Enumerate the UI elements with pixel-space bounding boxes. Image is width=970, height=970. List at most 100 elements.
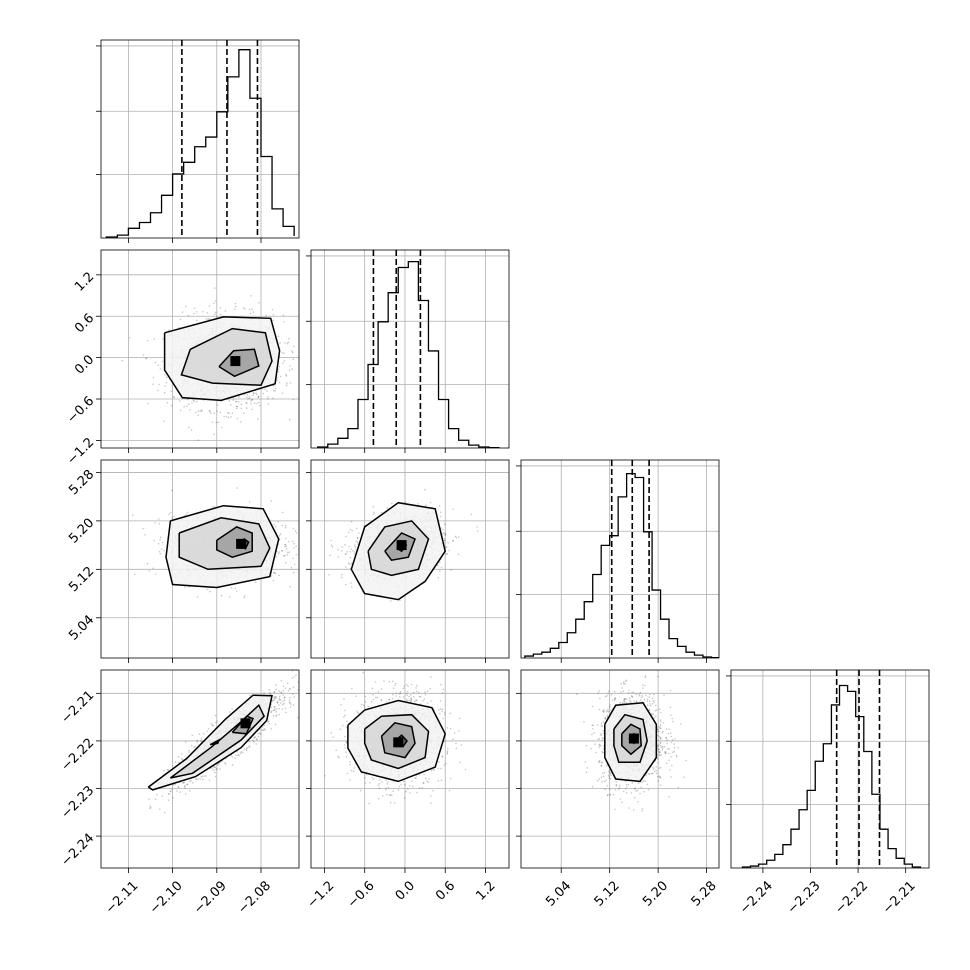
sample-point: [243, 748, 246, 750]
sample-point: [243, 595, 246, 597]
sample-point: [291, 540, 294, 543]
sample-point: [174, 761, 177, 764]
sample-point: [293, 563, 296, 566]
sample-point: [297, 716, 299, 719]
sample-point: [187, 314, 190, 317]
sample-point: [224, 310, 227, 312]
sample-point: [236, 590, 238, 592]
sample-point: [172, 784, 175, 786]
sample-point: [181, 311, 184, 313]
sample-point: [258, 401, 260, 404]
sample-point: [276, 379, 278, 382]
sample-point: [293, 676, 296, 678]
sample-point: [198, 733, 201, 735]
sample-point: [341, 573, 343, 576]
sample-point: [159, 368, 162, 370]
sample-point: [295, 554, 298, 556]
sample-point: [278, 704, 280, 706]
sample-point: [228, 416, 230, 419]
sample-point: [132, 514, 134, 517]
sample-point: [283, 696, 286, 699]
sample-point: [208, 409, 211, 412]
sample-point: [285, 547, 288, 550]
sample-point: [195, 319, 198, 322]
y-tick-label: −2.22: [59, 736, 98, 775]
sample-point: [192, 399, 195, 402]
sample-point: [277, 520, 280, 523]
sample-point: [253, 402, 256, 404]
sample-point: [280, 691, 282, 694]
sample-point: [269, 691, 271, 694]
sample-point: [214, 771, 216, 774]
sample-point: [278, 699, 281, 701]
sample-point: [216, 404, 219, 406]
contour-line: [216, 526, 253, 559]
sample-point: [234, 302, 237, 305]
sample-point: [154, 798, 157, 800]
sample-point: [305, 551, 307, 553]
sample-point: [278, 713, 281, 716]
sample-point: [219, 307, 222, 309]
sample-point: [289, 382, 292, 384]
sample-point: [258, 404, 261, 407]
sample-point: [228, 412, 230, 415]
sample-point: [183, 785, 186, 787]
density-peak: [240, 718, 251, 729]
sample-point: [184, 586, 186, 588]
sample-point: [191, 402, 193, 404]
sample-point: [289, 688, 291, 691]
sample-point: [281, 550, 284, 552]
sample-point: [299, 545, 301, 547]
sample-point: [146, 339, 149, 342]
sample-point: [193, 400, 196, 403]
sample-point: [183, 405, 185, 408]
sample-point: [249, 694, 251, 697]
sample-point: [212, 724, 214, 727]
sample-point: [299, 333, 301, 335]
sample-point: [275, 688, 278, 691]
sample-point: [275, 715, 277, 718]
sample-point: [274, 697, 277, 699]
sample-point: [292, 693, 294, 695]
sample-point: [302, 557, 304, 559]
sample-point: [181, 758, 184, 761]
sample-point: [195, 311, 198, 313]
sample-point: [199, 410, 201, 412]
sample-point: [213, 302, 215, 304]
sample-point: [179, 400, 181, 402]
panel-frame: [520, 459, 720, 659]
sample-point: [291, 351, 294, 354]
sample-point: [275, 707, 278, 710]
sample-point: [174, 783, 177, 786]
sample-point: [246, 396, 248, 399]
sample-point: [205, 318, 207, 320]
sample-point: [282, 314, 285, 317]
sample-point: [213, 313, 216, 316]
sample-point: [164, 374, 166, 376]
sample-point: [285, 384, 288, 387]
sample-point: [248, 396, 251, 398]
sample-point: [252, 311, 255, 313]
sample-point: [315, 691, 317, 693]
sample-point: [257, 396, 260, 399]
panel-frame: [310, 249, 510, 449]
sample-point: [278, 551, 280, 553]
sample-point: [231, 764, 234, 766]
panel-p0-vs-p1: 1.20.60.0−0.6−1.2: [64, 249, 311, 468]
sample-point: [184, 741, 187, 743]
sample-point: [309, 370, 311, 372]
sample-point: [262, 729, 265, 732]
sample-point: [256, 393, 258, 396]
x-tick-label: −2.22: [832, 878, 871, 917]
sample-point: [181, 782, 184, 784]
sample-point: [195, 778, 197, 780]
x-tick-label: −2.10: [147, 878, 186, 917]
sample-point: [287, 690, 290, 692]
sample-point: [217, 764, 219, 766]
sample-point: [282, 690, 285, 692]
sample-point: [240, 421, 242, 423]
sample-point: [211, 768, 214, 770]
sample-point: [223, 415, 225, 418]
sample-point: [186, 783, 188, 786]
sample-point: [208, 318, 210, 320]
